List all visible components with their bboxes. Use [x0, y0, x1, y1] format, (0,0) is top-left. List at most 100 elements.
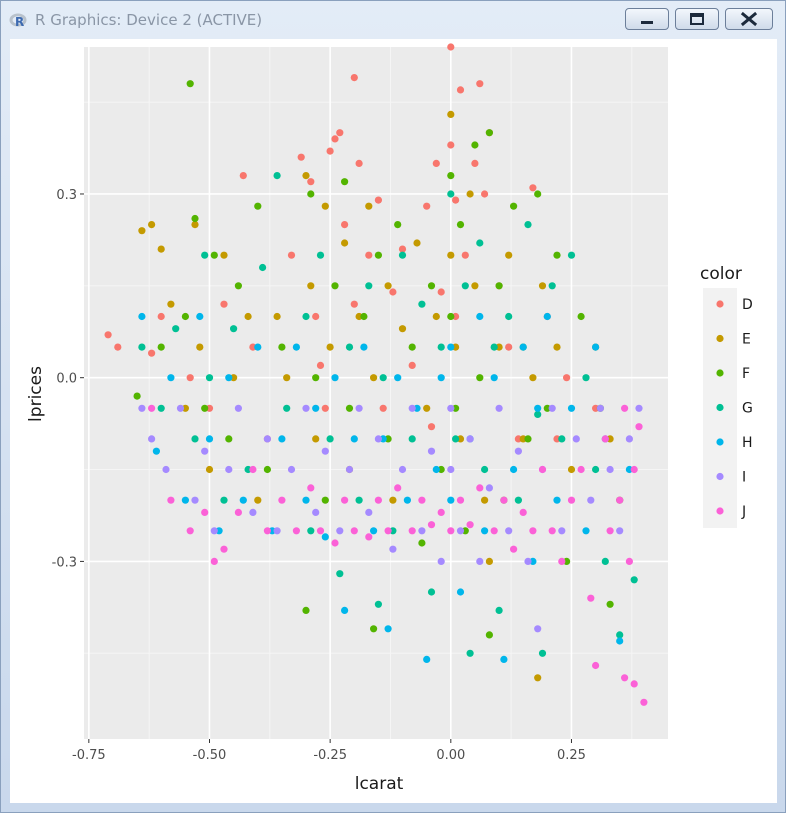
data-point	[432, 465, 440, 474]
data-point	[630, 576, 638, 584]
data-point	[476, 484, 484, 492]
data-point	[495, 606, 503, 615]
legend-label: E	[742, 332, 751, 348]
data-point	[341, 221, 349, 229]
data-point	[148, 221, 156, 229]
data-point	[220, 251, 228, 259]
data-point	[167, 374, 175, 382]
data-point	[365, 282, 373, 290]
data-point	[278, 435, 286, 443]
data-point	[418, 496, 426, 504]
maximize-button[interactable]	[675, 8, 719, 30]
data-point	[259, 263, 267, 272]
data-point	[432, 159, 440, 167]
data-point	[621, 404, 629, 412]
data-point	[437, 288, 445, 296]
data-point	[447, 110, 455, 118]
y-axis-label: lprices	[26, 366, 46, 422]
data-point	[172, 325, 180, 333]
data-point	[577, 465, 585, 474]
data-point	[490, 343, 498, 351]
data-point	[510, 545, 518, 553]
data-point	[534, 625, 542, 633]
data-point	[461, 282, 469, 290]
data-point	[592, 661, 600, 670]
data-point	[374, 196, 382, 204]
data-point	[196, 343, 204, 351]
data-point	[345, 465, 354, 474]
data-point	[379, 404, 387, 412]
data-point	[437, 374, 445, 382]
data-point	[582, 374, 590, 382]
data-point	[249, 465, 257, 474]
data-point	[201, 508, 209, 516]
data-point	[408, 343, 416, 351]
data-point	[201, 251, 209, 259]
data-point	[529, 527, 537, 535]
maximize-icon	[690, 13, 704, 25]
panel-background	[84, 47, 668, 739]
series-H	[138, 312, 634, 664]
data-point	[548, 282, 556, 290]
data-point	[312, 508, 320, 516]
minimize-button[interactable]	[625, 8, 669, 30]
data-point	[302, 312, 310, 321]
data-point	[355, 159, 363, 167]
data-point	[365, 533, 373, 541]
y-tick-label: 0.0	[56, 372, 77, 387]
data-point	[495, 404, 503, 412]
data-point	[616, 496, 624, 504]
data-point	[263, 435, 271, 443]
data-point	[302, 172, 310, 180]
data-point	[606, 600, 614, 608]
data-point	[283, 404, 291, 412]
data-point	[148, 435, 156, 443]
data-point	[239, 496, 247, 504]
data-point	[157, 343, 165, 351]
data-point	[616, 527, 624, 535]
data-point	[601, 557, 609, 566]
close-button[interactable]	[725, 8, 773, 30]
data-point	[360, 312, 368, 321]
data-point	[263, 465, 271, 474]
data-point	[350, 74, 358, 82]
data-point	[234, 404, 242, 412]
data-point	[341, 178, 349, 186]
y-tick-label: -0.3	[52, 555, 77, 570]
data-point	[485, 557, 493, 566]
data-point	[138, 343, 146, 351]
y-tick-label: 0.3	[56, 188, 77, 203]
data-point	[191, 221, 199, 229]
legend-label: F	[742, 366, 750, 382]
legend-key-G	[716, 403, 724, 412]
x-tick-label: -0.50	[193, 748, 227, 763]
data-point	[635, 423, 643, 431]
data-point	[408, 404, 416, 412]
data-point	[466, 435, 474, 443]
data-point	[148, 349, 156, 357]
data-point	[447, 43, 455, 51]
title-bar[interactable]: R R Graphics: Device 2 (ACTIVE)	[1, 1, 785, 39]
x-axis-label: lcarat	[355, 774, 404, 794]
data-point	[592, 465, 600, 474]
data-point	[423, 404, 431, 412]
data-point	[350, 300, 358, 308]
data-point	[534, 410, 542, 418]
data-point	[427, 282, 436, 290]
data-point	[278, 496, 286, 504]
data-point	[307, 178, 315, 186]
data-point	[558, 435, 566, 443]
data-point	[630, 465, 638, 474]
data-point	[181, 312, 189, 321]
data-point	[524, 221, 532, 229]
data-point	[418, 527, 426, 535]
data-point	[389, 288, 397, 296]
data-point	[374, 496, 382, 504]
data-point	[447, 343, 455, 351]
data-point	[331, 135, 339, 143]
data-point	[133, 392, 141, 400]
data-point	[186, 374, 194, 382]
data-point	[389, 496, 397, 504]
data-point	[514, 496, 522, 504]
data-point	[283, 374, 291, 382]
